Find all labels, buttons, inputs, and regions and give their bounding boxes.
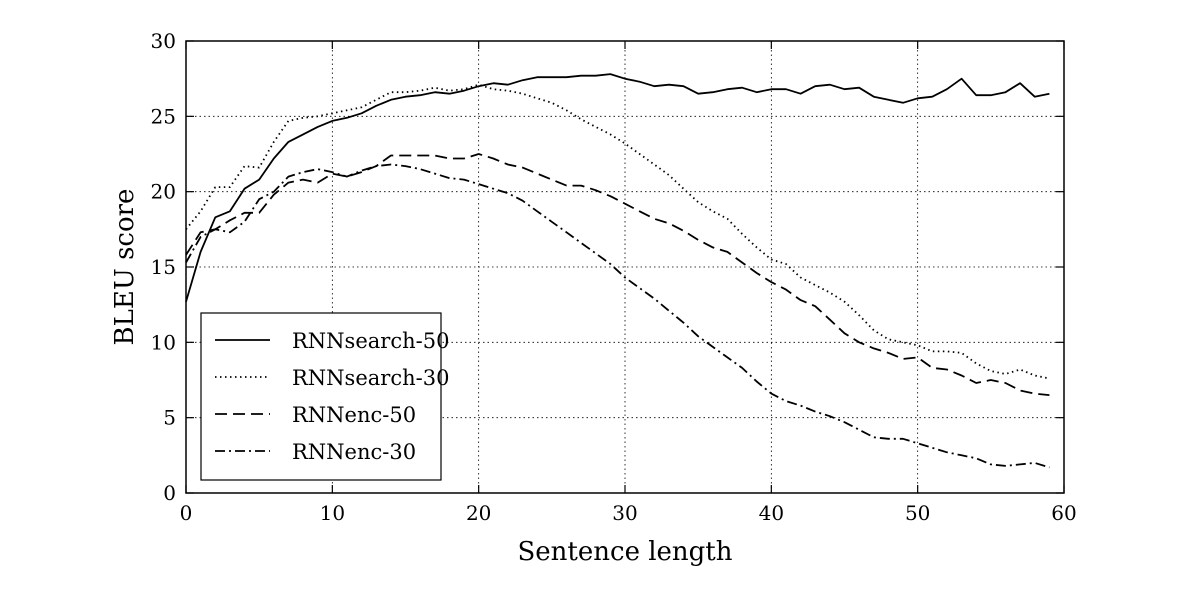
x-tick-label: 60: [1051, 501, 1076, 525]
x-axis-label: Sentence length: [517, 537, 732, 567]
y-axis-label: BLEU score: [110, 189, 140, 346]
y-tick-label: 5: [163, 406, 176, 430]
legend-label: RNNenc-30: [292, 440, 416, 464]
series-line-rnnenc-30: [185, 163, 1050, 469]
series-lines: [185, 73, 1050, 469]
series-line-rnnsearch-50: [185, 73, 1050, 302]
series-line-rnnenc-50: [185, 153, 1050, 396]
legend-label: RNNenc-50: [292, 403, 416, 427]
axis-ticks: 0 10 20 30 40 50 60 0 5 10 15 20 25 30: [151, 29, 1077, 525]
legend-label: RNNsearch-50: [292, 329, 449, 353]
x-tick-label: 10: [320, 501, 345, 525]
x-tick-label: 0: [180, 501, 193, 525]
y-tick-label: 0: [163, 481, 176, 505]
x-tick-label: 30: [612, 501, 637, 525]
x-tick-label: 50: [905, 501, 930, 525]
y-tick-label: 15: [151, 255, 176, 279]
x-tick-label: 20: [466, 501, 491, 525]
y-tick-label: 20: [151, 180, 176, 204]
legend-label: RNNsearch-30: [292, 366, 449, 390]
y-tick-label: 10: [151, 330, 176, 354]
series-line-rnnsearch-30: [185, 83, 1050, 380]
x-tick-label: 40: [759, 501, 784, 525]
y-tick-label: 30: [151, 29, 176, 53]
legend: RNNsearch-50 RNNsearch-30 RNNenc-50 RNNenc-…: [200, 312, 449, 481]
y-tick-label: 25: [151, 104, 176, 128]
